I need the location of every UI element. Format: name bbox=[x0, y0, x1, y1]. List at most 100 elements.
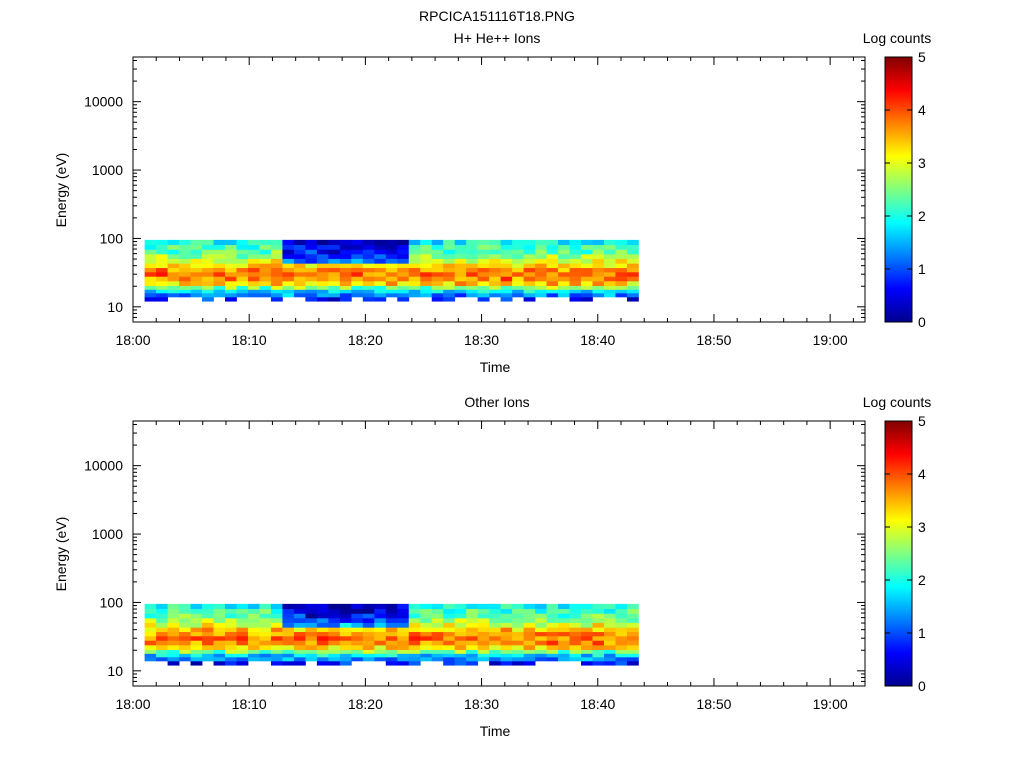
heatmap-cell bbox=[489, 292, 502, 298]
heatmap-cell bbox=[592, 267, 605, 273]
heatmap-cell bbox=[489, 649, 502, 654]
heatmap-cell bbox=[466, 613, 479, 619]
heatmap-cell bbox=[362, 253, 375, 259]
heatmap-cell bbox=[385, 292, 398, 298]
heatmap-cell bbox=[259, 289, 272, 294]
heatmap-cell bbox=[626, 276, 639, 282]
heatmap-cell bbox=[431, 267, 444, 273]
x-tick-label: 19:00 bbox=[813, 332, 848, 348]
heatmap-cell bbox=[179, 292, 191, 298]
heatmap-cell bbox=[179, 640, 191, 646]
heatmap-cell bbox=[179, 635, 191, 641]
heatmap-cell bbox=[339, 640, 352, 646]
x-tick-label: 18:20 bbox=[348, 696, 383, 712]
heatmap-cell bbox=[558, 239, 570, 246]
heatmap-cell bbox=[512, 603, 524, 610]
heatmap-cell bbox=[144, 258, 157, 264]
heatmap-cell bbox=[454, 603, 467, 610]
heatmap-cell bbox=[385, 617, 398, 623]
heatmap-cell bbox=[512, 289, 524, 294]
heatmap-cell bbox=[615, 617, 628, 623]
heatmap-cell bbox=[626, 644, 639, 650]
heatmap-cell bbox=[316, 271, 329, 277]
heatmap-cell bbox=[431, 271, 444, 277]
heatmap-cell bbox=[167, 289, 180, 294]
heatmap-cell bbox=[179, 644, 191, 650]
heatmap-cell bbox=[385, 613, 398, 619]
axes: 18:00 18:10 18:20 18:30 18:40 18:50 19:00 10 100… bbox=[84, 57, 865, 348]
heatmap-cell bbox=[546, 617, 559, 623]
heatmap-cell bbox=[225, 249, 237, 255]
heatmap-cell bbox=[546, 640, 559, 646]
heatmap-cell bbox=[282, 253, 295, 259]
heatmap-cell bbox=[558, 244, 570, 250]
heatmap-cell bbox=[259, 280, 272, 286]
heatmap-cell bbox=[316, 244, 329, 250]
heatmap-cell bbox=[408, 656, 421, 662]
heatmap-cell bbox=[316, 263, 329, 269]
heatmap-cell bbox=[466, 631, 479, 637]
heatmap-cell bbox=[374, 267, 387, 273]
heatmap-cell bbox=[236, 280, 249, 286]
colorbar-ticks: 0 1 2 3 4 5 bbox=[885, 413, 926, 694]
heatmap-cell bbox=[270, 289, 283, 294]
heatmap-cell bbox=[558, 649, 570, 654]
heatmap-cell bbox=[500, 276, 513, 282]
heatmap-cell bbox=[339, 617, 352, 623]
heatmap-cell bbox=[374, 280, 387, 286]
heatmap-cell bbox=[592, 603, 605, 610]
heatmap-cell bbox=[581, 285, 593, 290]
heatmap-cell bbox=[293, 280, 306, 286]
heatmap-cell bbox=[247, 622, 260, 628]
heatmap-cell bbox=[558, 263, 570, 269]
heatmap-cell bbox=[615, 289, 628, 294]
heatmap-cell bbox=[167, 258, 180, 264]
heatmap-cell bbox=[339, 285, 352, 290]
heatmap-cell bbox=[385, 649, 398, 654]
heatmap-cell bbox=[167, 271, 180, 277]
heatmap-cell bbox=[454, 249, 467, 255]
heatmap-cell bbox=[167, 660, 180, 666]
heatmap-cell bbox=[500, 631, 513, 637]
heatmap-cell bbox=[167, 253, 180, 259]
heatmap-cell bbox=[167, 263, 180, 269]
heatmap-cell bbox=[236, 617, 249, 623]
heatmap-cell bbox=[558, 608, 570, 614]
heatmap-cell bbox=[431, 635, 444, 641]
x-tick-label: 18:50 bbox=[696, 696, 731, 712]
heatmap-cell bbox=[431, 608, 444, 614]
heatmap-cell bbox=[259, 603, 272, 610]
heatmap-cell bbox=[558, 292, 570, 298]
heatmap-cell bbox=[477, 267, 490, 273]
heatmap-cell bbox=[167, 622, 180, 628]
heatmap-cell bbox=[270, 603, 283, 610]
heatmap-cell bbox=[316, 249, 329, 255]
heatmap-cell bbox=[431, 640, 444, 646]
heatmap-cell bbox=[179, 631, 191, 637]
heatmap-cell bbox=[523, 267, 536, 273]
heatmap-cell bbox=[546, 292, 559, 298]
heatmap-cell bbox=[190, 644, 203, 650]
heatmap-cell bbox=[408, 644, 421, 650]
heatmap-cell bbox=[213, 649, 226, 654]
heatmap-cell bbox=[500, 253, 513, 259]
heatmap-cell bbox=[626, 249, 639, 255]
heatmap-cell bbox=[305, 640, 318, 646]
heatmap-cell bbox=[225, 285, 237, 290]
heatmap-cell bbox=[489, 280, 502, 286]
heatmap-cell bbox=[385, 276, 398, 282]
heatmap-cell bbox=[362, 280, 375, 286]
x-tick-label: 18:30 bbox=[464, 696, 499, 712]
heatmap-cell bbox=[351, 285, 364, 290]
heatmap-cell bbox=[558, 603, 570, 610]
heatmap-cell bbox=[581, 296, 593, 302]
heatmap-cell bbox=[282, 631, 295, 637]
heatmap-cell bbox=[213, 613, 226, 619]
heatmap-cell bbox=[144, 239, 157, 246]
heatmap-cell bbox=[454, 271, 467, 277]
heatmap-cell bbox=[374, 613, 387, 619]
heatmap-cell bbox=[408, 280, 421, 286]
heatmap-cell bbox=[603, 613, 616, 619]
colorbar-tick-label: 2 bbox=[918, 208, 926, 224]
heatmap-cell bbox=[523, 271, 536, 277]
